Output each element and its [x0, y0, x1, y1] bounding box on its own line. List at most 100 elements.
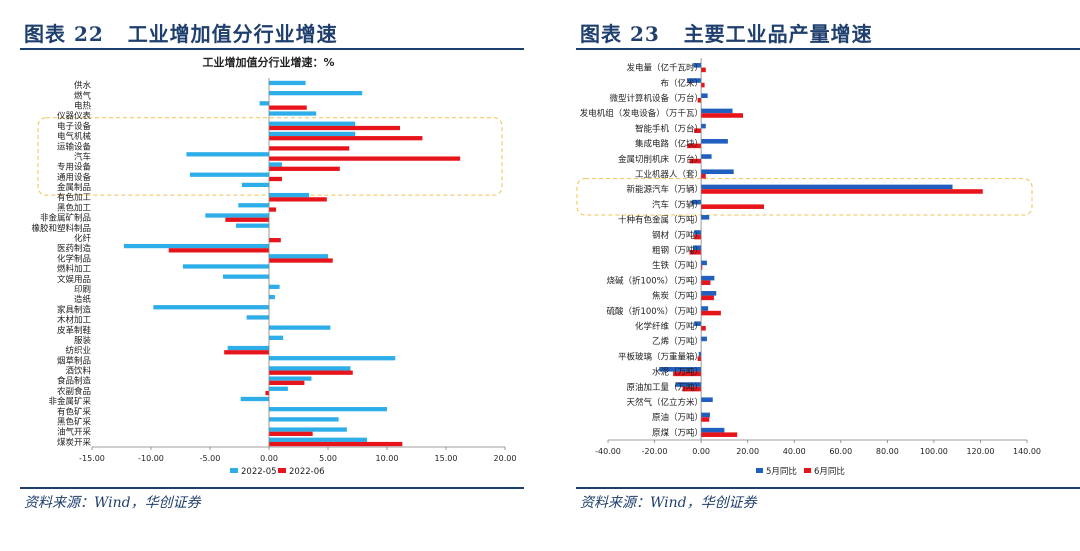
- bar-series-a: [698, 351, 702, 357]
- bar-series-a: [269, 407, 387, 412]
- category-label: 有色加工: [57, 192, 92, 203]
- bar-series-a: [694, 321, 702, 326]
- bar-series-a: [222, 274, 269, 279]
- bar-series-a: [701, 139, 728, 144]
- bar-series-b: [694, 128, 702, 133]
- bar-series-a: [123, 243, 269, 249]
- category-label: 化纤: [74, 233, 92, 244]
- category-label: 新能源汽车（万辆）: [626, 184, 703, 195]
- bar-series-a: [269, 162, 282, 167]
- figure-23-label: 图表 23: [580, 22, 660, 46]
- category-label: 供水: [74, 80, 92, 91]
- category-label: 工业机器人（套）: [635, 169, 703, 180]
- bar-series-b: [701, 417, 710, 422]
- bar-series-a: [692, 245, 702, 250]
- category-label: 燃料加工: [57, 264, 92, 275]
- bar-series-b: [701, 113, 744, 118]
- bar-series-b: [701, 326, 706, 331]
- x-tick-label: 5.00: [319, 454, 337, 463]
- bar-series-a: [269, 254, 328, 259]
- bar-series-b: [701, 432, 738, 437]
- category-label: 十种有色金属（万吨）: [618, 215, 703, 226]
- category-label: 黑色加工: [57, 202, 92, 213]
- bar-series-a: [189, 172, 269, 177]
- x-tick-label: 120.00: [966, 447, 994, 456]
- bar-series-b: [697, 356, 702, 361]
- x-tick-label: 140.00: [1013, 447, 1041, 456]
- figure-22-label: 图表 22: [24, 22, 104, 46]
- highlight-box: [576, 178, 1033, 216]
- bar-series-a: [701, 154, 712, 159]
- bar-series-a: [269, 427, 347, 432]
- figure-22-source: 资料来源：Wind，华创证券: [24, 495, 201, 511]
- bar-series-a: [701, 275, 715, 281]
- bar-series-a: [269, 111, 317, 116]
- category-label: 发电量（亿千瓦时）: [626, 63, 703, 74]
- category-label: 布（亿米）: [660, 78, 703, 89]
- bar-series-b: [269, 441, 403, 447]
- x-tick-label: 20.00: [736, 447, 759, 456]
- bar-series-a: [227, 345, 269, 351]
- category-label: 专用设备: [57, 162, 92, 173]
- category-label: 通用设备: [57, 172, 92, 183]
- bar-series-a: [269, 335, 284, 340]
- category-label: 服装: [74, 335, 92, 346]
- bar-series-a: [701, 93, 708, 98]
- category-label: 医药制造: [57, 243, 92, 254]
- x-tick-label: -5.00: [200, 454, 221, 463]
- bar-series-a: [659, 367, 702, 372]
- bar-series-b: [269, 380, 305, 386]
- category-label: 油气开采: [57, 427, 92, 438]
- category-label: 燃气: [74, 90, 92, 101]
- bar-series-a: [701, 260, 707, 266]
- bar-series-b: [701, 295, 714, 301]
- category-label: 烧碱（折100%）（万吨）: [606, 275, 703, 286]
- bar-series-b: [701, 280, 711, 285]
- bar-series-a: [269, 325, 331, 330]
- x-tick-label: 60.00: [829, 447, 852, 456]
- x-tick-label: 15.00: [435, 454, 458, 463]
- bar-series-a: [269, 294, 275, 300]
- figure-23-top-rule: [576, 48, 1080, 50]
- figure-23-source: 资料来源：Wind，华创证券: [580, 495, 757, 511]
- bar-series-a: [269, 386, 288, 391]
- category-label: 焦炭（万吨）: [652, 291, 703, 302]
- bar-series-a: [269, 192, 310, 198]
- bar-series-b: [265, 390, 269, 396]
- category-label: 硫酸（折100%）（万吨）: [606, 306, 703, 317]
- bar-series-a: [701, 336, 707, 342]
- bar-series-a: [687, 78, 702, 83]
- bar-series-b: [687, 143, 702, 149]
- bar-series-b: [701, 265, 703, 270]
- category-label: 电子设备: [57, 121, 92, 132]
- category-label: 食品制造: [57, 376, 92, 387]
- figure-23-heading: 主要工业品产量增速: [683, 22, 873, 46]
- bar-series-a: [269, 356, 396, 361]
- bar-series-b: [168, 248, 269, 253]
- bar-series-b: [269, 146, 350, 151]
- bar-series-a: [235, 223, 269, 228]
- category-label: 纺织业: [65, 345, 91, 356]
- category-label: 钢材（万吨）: [652, 230, 703, 241]
- bar-series-b: [694, 234, 702, 240]
- category-label: 有色矿采: [57, 406, 92, 417]
- category-label: 非金属矿采: [48, 396, 91, 407]
- category-label: 仪器仪表: [57, 111, 92, 122]
- category-label: 汽车（万辆）: [652, 199, 703, 210]
- category-label: 电热: [74, 100, 92, 111]
- category-label: 木材加工: [57, 315, 92, 326]
- bar-series-a: [269, 437, 367, 442]
- bar-series-b: [269, 258, 333, 263]
- category-label: 汽车: [74, 151, 91, 162]
- legend-label: 2022-06: [289, 467, 325, 477]
- industry-growth-chart: 工业增加值分行业增速：% 供水燃气电热仪器仪表电子设备电气机械运输设备汽车专用设备…: [31, 55, 516, 477]
- bar-series-b: [269, 156, 461, 161]
- legend-swatch: [278, 468, 286, 473]
- category-label: 原油加工量（万吨）: [626, 382, 703, 393]
- category-label: 农副食品: [57, 386, 91, 397]
- bar-series-a: [238, 203, 269, 208]
- category-label: 印刷: [74, 284, 91, 295]
- bar-series-b: [701, 174, 706, 179]
- bar-series-b: [697, 98, 702, 103]
- bar-series-a: [701, 412, 710, 418]
